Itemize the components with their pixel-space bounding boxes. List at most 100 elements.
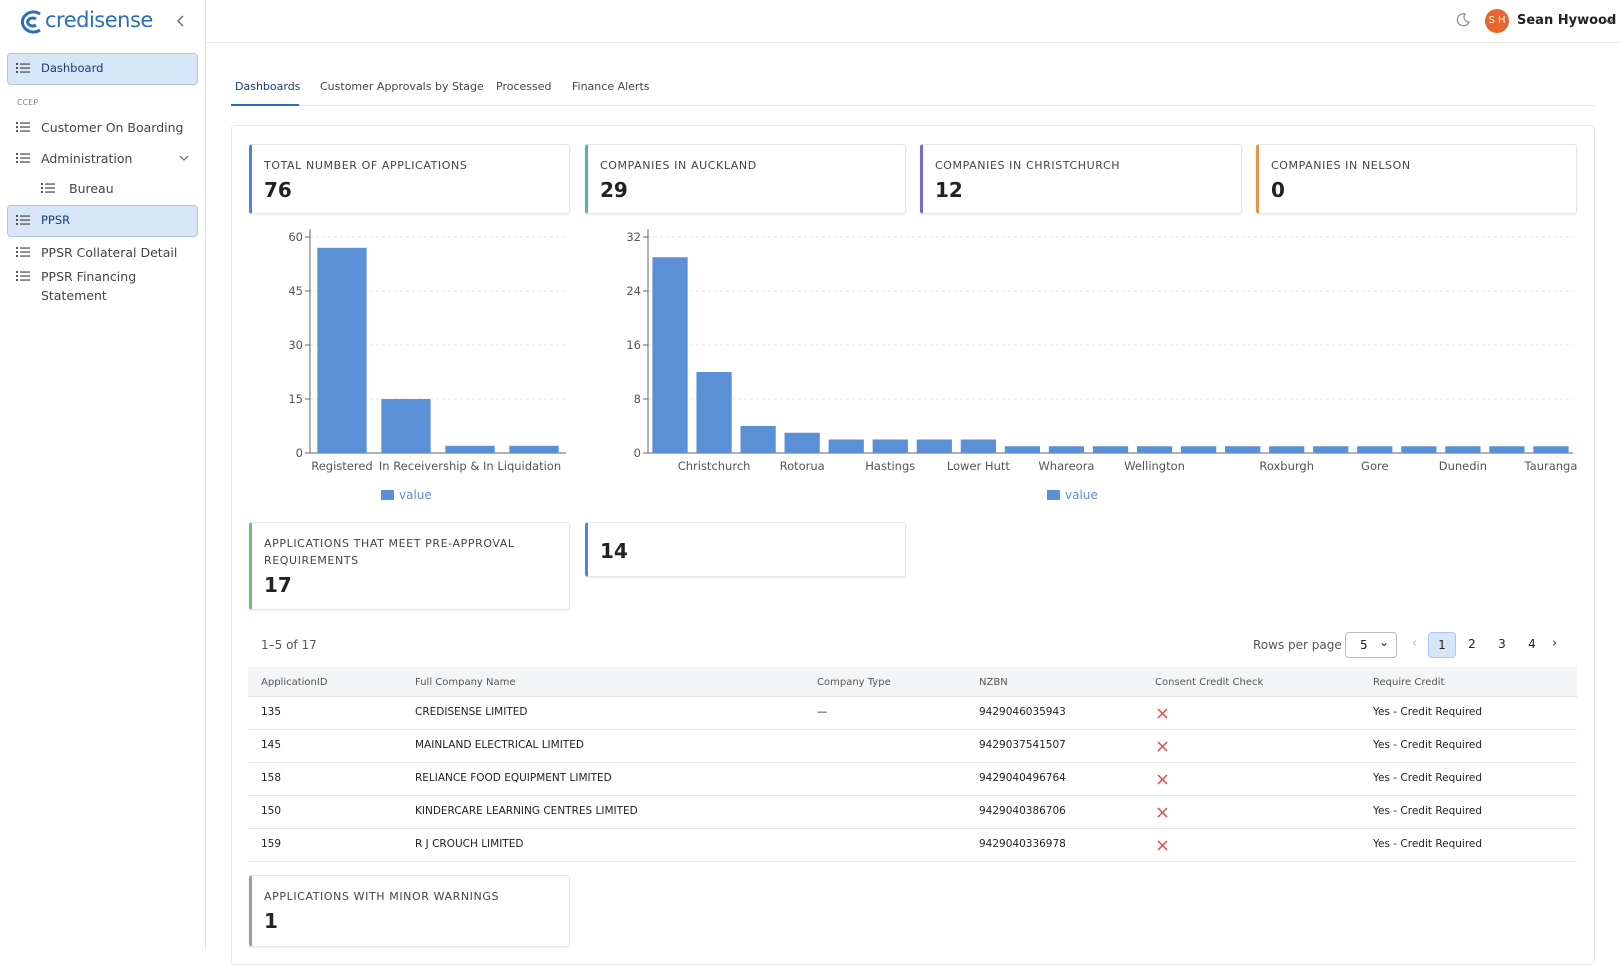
nav-item[interactable]: PPSR Collateral Detail — [41, 245, 178, 260]
table-row — [248, 763, 1577, 796]
table-header — [248, 667, 1577, 697]
icon-line — [20, 122, 30, 124]
tab[interactable]: Dashboards — [235, 80, 301, 93]
card-value: 76 — [264, 178, 292, 202]
icon-dot — [16, 223, 18, 225]
table-row — [248, 829, 1577, 862]
icon-dot — [41, 191, 43, 193]
page-number: 1 — [1438, 638, 1446, 652]
bar — [1533, 446, 1569, 453]
nav-item[interactable]: PPSR Financing Statement — [41, 269, 137, 303]
bar — [1004, 446, 1041, 453]
icon-dot — [16, 63, 18, 65]
y-tick-label: 32 — [626, 230, 641, 244]
card-value: 14 — [600, 539, 628, 563]
nav-item[interactable]: Bureau — [69, 181, 114, 196]
tabs-divider — [231, 105, 1595, 106]
stat-card: TOTAL NUMBER OF APPLICATIONS 76 — [249, 144, 570, 214]
bar — [1269, 446, 1305, 453]
cross — [1157, 774, 1168, 785]
chevron — [179, 155, 189, 161]
page-button[interactable]: 2 — [1458, 632, 1486, 658]
rows-per-page-select[interactable]: 5 ⌄ — [1345, 632, 1397, 658]
rows-per-page-label: Rows per page — [1253, 638, 1342, 652]
row-range: 1–5 of 17 — [261, 638, 317, 652]
icon-dot — [16, 271, 18, 273]
table-cell: CREDISENSE LIMITED — [415, 706, 528, 718]
icon-dot — [16, 161, 18, 163]
page-button[interactable]: 1 — [1428, 632, 1456, 658]
table-cell: R J CROUCH LIMITED — [415, 838, 524, 850]
bar — [509, 445, 559, 453]
prev-page[interactable]: ‹ — [1412, 636, 1418, 651]
cross — [1157, 807, 1168, 818]
select-arrow: ⌄ — [1378, 635, 1389, 649]
theme-toggle[interactable] — [1456, 13, 1470, 27]
icon-line — [20, 219, 30, 221]
icon-line — [20, 251, 30, 253]
icon-line — [45, 183, 55, 185]
nav-item[interactable]: PPSR — [41, 213, 71, 227]
table-cell: 9429040386706 — [979, 805, 1066, 817]
bar — [1225, 446, 1261, 453]
consent-cross-icon — [1157, 840, 1168, 851]
page-number: 4 — [1528, 637, 1536, 651]
icon-line — [20, 130, 30, 132]
avatar[interactable]: S H — [1485, 9, 1509, 33]
icon-line — [20, 63, 30, 65]
card-label: APPLICATIONS WITH MINOR WARNINGS — [264, 890, 500, 903]
x-tick-label: Registered — [311, 459, 372, 473]
bar — [1445, 446, 1481, 453]
tab[interactable]: Finance Alerts — [572, 80, 650, 93]
y-tick-label: 45 — [288, 284, 303, 298]
icon-line — [20, 279, 30, 281]
x-tick-label: Rotorua — [780, 459, 825, 473]
column-header: Consent Credit Check — [1155, 677, 1264, 688]
icon-dot — [16, 157, 18, 159]
icon-dot — [16, 275, 18, 277]
y-tick-label: 0 — [634, 446, 641, 460]
legend-swatch — [381, 490, 394, 500]
page-button[interactable]: 3 — [1488, 632, 1516, 658]
page-number: 2 — [1468, 637, 1476, 651]
card-label: COMPANIES IN AUCKLAND — [600, 159, 757, 172]
logo-icon — [20, 10, 41, 34]
user-name[interactable]: Sean Hywood — [1517, 13, 1617, 28]
user-menu-chevron[interactable] — [1604, 17, 1614, 25]
icon-dot — [41, 183, 43, 185]
nav-item[interactable]: Customer On Boarding — [41, 120, 184, 135]
card-label: APPLICATIONS THAT MEET PRE-APPROVAL REQU… — [264, 537, 515, 567]
bar — [1136, 446, 1173, 453]
stat-card: COMPANIES IN CHRISTCHURCH 12 — [920, 144, 1242, 214]
next-page[interactable]: › — [1552, 636, 1558, 651]
nav-item[interactable]: Dashboard — [41, 61, 104, 75]
icon-line — [20, 255, 30, 257]
expand-chevron[interactable] — [179, 154, 189, 162]
nav-icon — [16, 63, 30, 73]
table-cell: 135 — [261, 706, 282, 718]
column-header: NZBN — [979, 677, 1008, 688]
collapse-button[interactable] — [176, 15, 186, 27]
topbar: S H Sean Hywood — [206, 0, 1620, 43]
nav-item[interactable]: Administration — [41, 151, 133, 166]
card-value: 0 — [1271, 178, 1285, 202]
cross — [1157, 840, 1168, 851]
legend-swatch — [1047, 490, 1060, 500]
avatar-initials: S H — [1488, 15, 1506, 26]
legend-label: value — [1065, 488, 1098, 502]
x-tick-label: Christchurch — [678, 459, 751, 473]
icon-line — [45, 191, 55, 193]
icon-dot — [16, 126, 18, 128]
brand: credisense — [45, 8, 153, 32]
table-cell: 145 — [261, 739, 282, 751]
table-cell: Yes - Credit Required — [1373, 805, 1483, 817]
tab[interactable]: Customer Approvals by Stage — [320, 80, 484, 93]
rows-per-page-value: 5 — [1360, 638, 1368, 652]
card-value: 17 — [264, 573, 292, 597]
bar — [381, 399, 431, 453]
tab[interactable]: Processed — [496, 80, 552, 93]
nav-item-highlight — [7, 53, 198, 85]
page-button[interactable]: 4 — [1518, 632, 1546, 658]
